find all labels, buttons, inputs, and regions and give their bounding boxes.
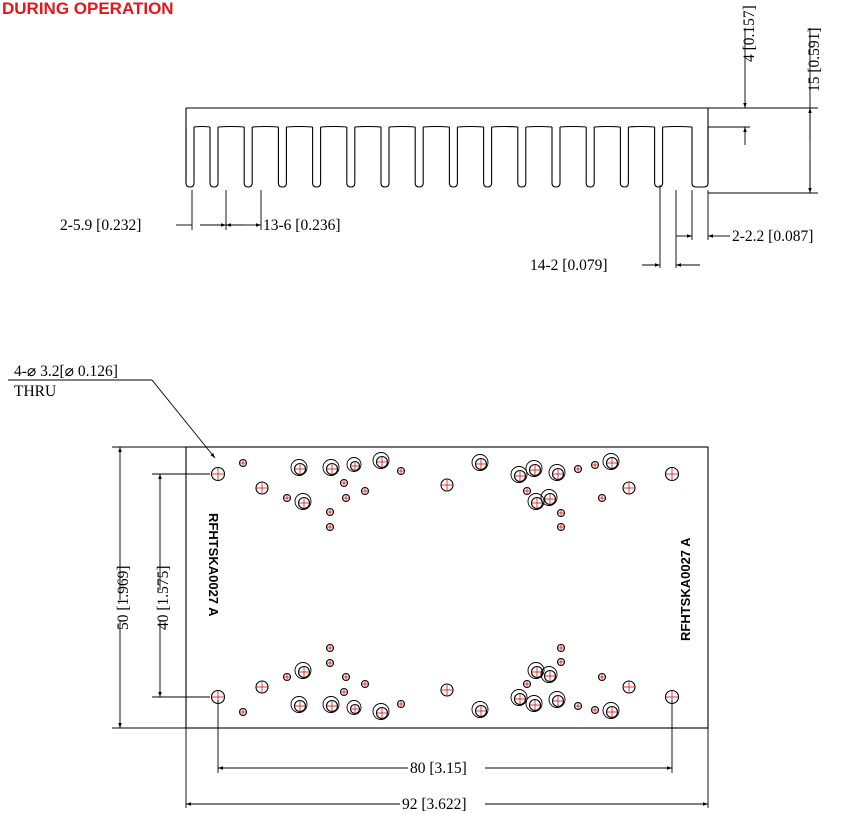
component-hole: [522, 679, 532, 689]
dim-base-thickness: 4 [0.157]: [741, 5, 758, 62]
component-hole: [396, 466, 406, 476]
component-hole: [440, 683, 454, 697]
component-hole: [510, 466, 528, 483]
component-hole: [510, 689, 528, 706]
component-hole: [396, 699, 406, 709]
component-hole: [238, 458, 248, 468]
fin-profile: [185, 125, 709, 188]
component-hole: [325, 522, 335, 532]
component-hole: [322, 459, 340, 476]
component-hole: [346, 457, 362, 472]
component-hole: [525, 460, 543, 477]
dim-fin-pitch: 13-6 [0.236]: [263, 217, 341, 234]
dim-outer-width: 92 [3.622]: [402, 796, 467, 813]
component-hole: [255, 481, 269, 495]
component-hole: [471, 701, 489, 718]
component-hole: [527, 662, 545, 679]
dim-hole-spacing-vertical: 40 [1.575]: [155, 565, 172, 630]
component-hole: [325, 507, 335, 517]
component-hole: [346, 700, 362, 715]
component-hole: [602, 702, 620, 719]
component-hole: [556, 643, 566, 653]
component-hole: [440, 478, 454, 492]
mounting-hole: [664, 466, 680, 482]
dim-fin-thickness: 14-2 [0.079]: [530, 257, 608, 274]
component-hole: [372, 452, 390, 469]
component-hole: [325, 658, 335, 668]
dim-hole-spacing-horizontal: 80 [3.15]: [410, 760, 467, 777]
dim-outer-height: 50 [1.969]: [115, 565, 132, 630]
component-hole: [548, 464, 566, 481]
component-hole: [573, 701, 583, 711]
component-hole: [255, 680, 269, 694]
component-hole: [325, 643, 335, 653]
component-hole: [471, 454, 489, 471]
component-hole: [540, 666, 558, 683]
part-number-left: RFHTSKA0027 A: [206, 513, 221, 617]
top-view: 4-⌀ 3.2[⌀ 0.126] THRU RFHTSKA0027 A RFHT…: [8, 363, 709, 813]
component-hole: [597, 493, 607, 503]
component-hole: [290, 459, 308, 476]
part-number-right: RFHTSKA0027 A: [678, 537, 693, 641]
heatsink-fins: [185, 125, 709, 188]
component-hole: [602, 453, 620, 470]
component-hole: [290, 696, 308, 713]
component-hole: [540, 489, 558, 506]
plate-outline: [185, 446, 709, 729]
component-hole: [590, 705, 600, 715]
component-hole: [527, 493, 545, 510]
component-hole: [622, 481, 636, 495]
component-hole: [622, 680, 636, 694]
component-hole: [556, 522, 566, 532]
component-hole: [522, 486, 532, 496]
component-hole: [238, 707, 248, 717]
component-hole: [341, 672, 351, 682]
mounting-hole: [210, 466, 226, 482]
component-hole: [573, 464, 583, 474]
component-hole: [339, 687, 349, 697]
component-hole: [525, 695, 543, 712]
dim-total-height: 15 [0.591]: [806, 27, 823, 92]
component-hole: [372, 703, 390, 720]
hole-callout-thru: THRU: [14, 383, 56, 400]
component-hole: [341, 493, 351, 503]
side-view: 4 [0.157] 15 [0.591] 2-5.9 [0.232] 13-6 …: [60, 5, 823, 274]
component-hole: [360, 486, 370, 496]
component-hole: [597, 672, 607, 682]
component-hole: [360, 679, 370, 689]
component-hole: [548, 691, 566, 708]
component-hole: [282, 672, 292, 682]
dim-end-fin: 2-2.2 [0.087]: [732, 228, 813, 245]
component-hole: [282, 493, 292, 503]
mounting-holes: [210, 452, 680, 720]
component-hole: [339, 478, 349, 488]
hole-callout: 4-⌀ 3.2[⌀ 0.126]: [14, 363, 118, 380]
component-hole: [322, 696, 340, 713]
component-hole: [590, 460, 600, 470]
dim-outer-fin-width: 2-5.9 [0.232]: [60, 217, 141, 234]
component-hole: [294, 493, 312, 510]
section-title: DURING OPERATION: [2, 0, 174, 18]
component-hole: [294, 662, 312, 679]
component-hole: [556, 508, 566, 518]
component-hole: [556, 657, 566, 667]
